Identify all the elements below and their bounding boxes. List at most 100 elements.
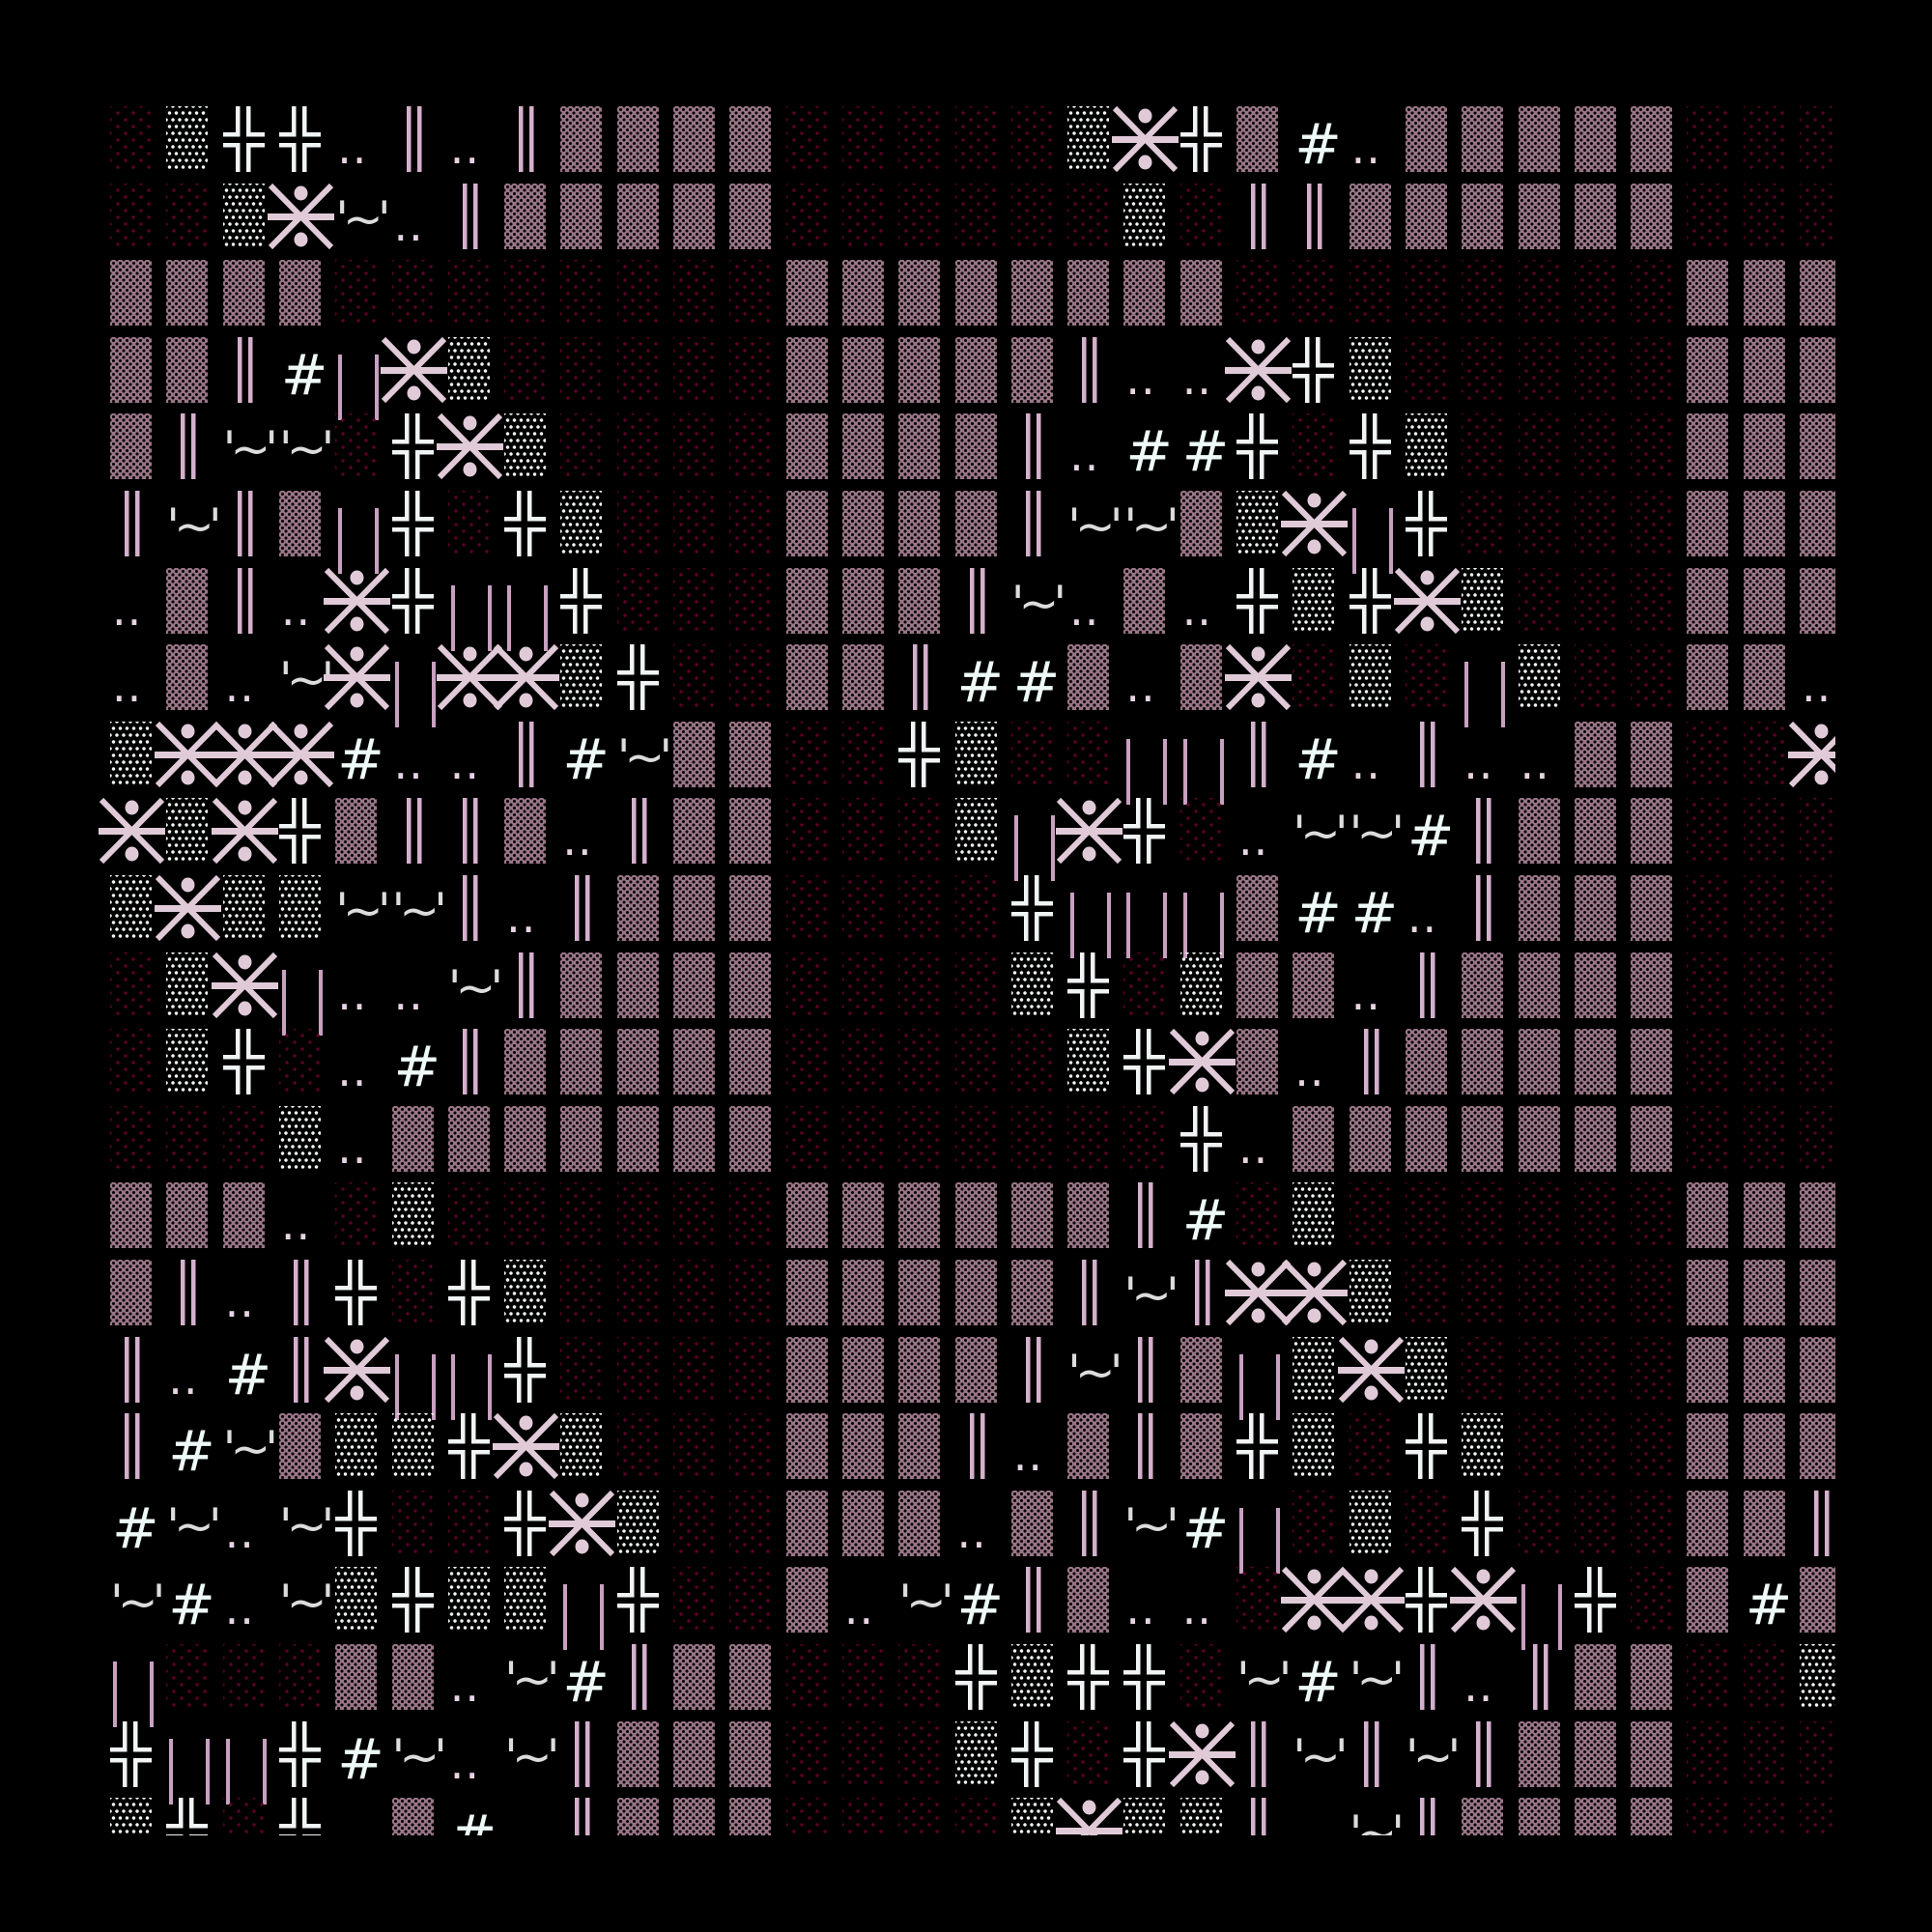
- grid-cell: ..: [1122, 335, 1178, 412]
- grid-cell: [1291, 1104, 1347, 1181]
- grid-cell: [840, 1104, 896, 1181]
- grid-cell: [840, 1258, 896, 1335]
- grid-cell: [558, 1104, 614, 1181]
- asterism-icon: [1788, 721, 1835, 787]
- double-cross-icon: [391, 1567, 434, 1634]
- light-shade-icon: [673, 491, 715, 556]
- hash-text: #: [1294, 1649, 1342, 1715]
- grid-cell: [1517, 566, 1573, 643]
- light-shade-icon: [1462, 1182, 1504, 1249]
- grid-cell: [953, 1027, 1009, 1104]
- grid-cell: [1629, 182, 1685, 259]
- grid-cell: [558, 1796, 614, 1835]
- hash-text: #: [1181, 1494, 1230, 1561]
- light-shade-icon: [1687, 721, 1729, 787]
- grid-cell: [390, 1489, 446, 1566]
- grid-cell: [1291, 182, 1347, 259]
- grid-cell: [502, 1335, 558, 1412]
- grid-cell: [1798, 1335, 1835, 1412]
- grid-cell: [1460, 1719, 1516, 1797]
- light-shade-icon: [1743, 183, 1785, 249]
- hash-text: #: [1125, 418, 1173, 485]
- medium-shade-icon: [1405, 1029, 1447, 1095]
- dense-dots-icon: [278, 875, 321, 941]
- tilde-text: '~': [1293, 1728, 1348, 1785]
- grid-cell: [840, 796, 896, 873]
- medium-shade-icon: [1179, 491, 1222, 556]
- dots-text: ..: [280, 1198, 312, 1251]
- dense-dots-icon: [954, 798, 997, 865]
- grid-cell: [671, 1104, 727, 1181]
- light-shade-icon: [898, 183, 941, 249]
- medium-shade-icon: [1631, 1798, 1673, 1835]
- grid-cell: [784, 1258, 840, 1335]
- grid-cell: [1629, 642, 1685, 720]
- grid-cell: ..: [1291, 1027, 1347, 1104]
- grid-cell: ..: [1065, 412, 1122, 489]
- grid-cell: [221, 1180, 277, 1258]
- grid-cell: [1404, 1411, 1460, 1489]
- double-bar-icon: [406, 798, 421, 865]
- medium-shade-icon: [504, 798, 547, 865]
- double-cross-icon: [1179, 106, 1222, 172]
- medium-shade-icon: [1462, 1029, 1504, 1095]
- grid-cell: ..: [1348, 104, 1404, 182]
- grid-cell: [784, 951, 840, 1028]
- grid-cell: [1235, 566, 1291, 643]
- grid-cell: [840, 335, 896, 412]
- grid-cell: '~': [164, 1489, 221, 1566]
- medium-shade-icon: [898, 260, 941, 327]
- grid-cell: '~': [1122, 489, 1179, 566]
- grid-cell: [1573, 335, 1629, 412]
- grid-cell: [1517, 335, 1573, 412]
- grid-cell: #: [1348, 873, 1404, 951]
- grid-cell: [784, 1796, 840, 1835]
- grid-cell: [615, 1180, 671, 1258]
- medium-shade-icon: [222, 260, 265, 327]
- grid-cell: [1291, 1335, 1347, 1412]
- grid-cell: [1573, 104, 1629, 182]
- medium-shade-icon: [785, 567, 828, 634]
- grid-cell: [671, 1719, 727, 1797]
- grid-cell: [1798, 1027, 1835, 1104]
- light-shade-icon: [1631, 336, 1673, 403]
- grid-cell: [1404, 335, 1460, 412]
- light-shade-icon: [447, 491, 490, 556]
- asterism-icon: [1056, 798, 1123, 865]
- dots-text: ..: [337, 122, 368, 174]
- grid-cell: [1291, 951, 1347, 1028]
- grid-cell: ..: [108, 642, 164, 720]
- grid-cell: ..: [840, 1565, 896, 1642]
- double-bar-icon: [1138, 1182, 1153, 1249]
- grid-cell: [1460, 1180, 1516, 1258]
- grid-cell: [558, 1180, 614, 1258]
- grid-cell: [896, 566, 952, 643]
- hash-text: #: [1181, 418, 1230, 485]
- medium-shade-icon: [1800, 1182, 1835, 1249]
- medium-shade-icon: [1687, 491, 1729, 556]
- grid-cell: [390, 642, 446, 728]
- grid-cell: [108, 951, 164, 1028]
- dense-dots-icon: [166, 952, 209, 1018]
- dots-text: ..: [1802, 660, 1833, 713]
- light-shade-icon: [1010, 1105, 1053, 1172]
- light-shade-icon: [166, 1644, 209, 1710]
- grid-cell: '~': [1291, 796, 1348, 873]
- dense-dots-icon: [560, 1413, 603, 1480]
- medium-shade-icon: [673, 1720, 715, 1787]
- grid-cell: [615, 1258, 671, 1335]
- medium-shade-icon: [1462, 183, 1504, 249]
- double-cross-icon: [616, 1567, 659, 1634]
- grid-cell: [1685, 642, 1741, 720]
- grid-cell: [1009, 182, 1065, 259]
- light-shade-icon: [785, 1798, 828, 1835]
- grid-cell: [1517, 258, 1573, 335]
- grid-cell: [1573, 489, 1629, 566]
- medium-shade-icon: [954, 260, 997, 327]
- light-shade-icon: [110, 952, 152, 1018]
- grid-cell: ..: [1235, 796, 1291, 873]
- grid-cell: [558, 335, 614, 412]
- medium-shade-icon: [1631, 721, 1673, 787]
- grid-cell: #: [1404, 796, 1460, 873]
- double-bar-icon: [237, 567, 253, 634]
